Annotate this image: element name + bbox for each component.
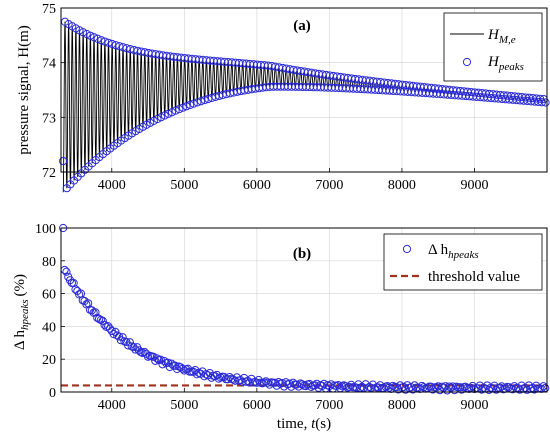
hpeaks-marker — [193, 98, 202, 107]
dh-marker — [100, 320, 109, 329]
y-tick-label: 40 — [42, 320, 56, 335]
hpeaks-marker — [196, 97, 206, 106]
panel-a-plot-area — [59, 17, 550, 193]
y-tick-label: 73 — [42, 111, 56, 126]
dh-marker — [131, 345, 140, 354]
hpeaks-marker — [204, 94, 213, 104]
hpeaks-marker — [93, 34, 102, 43]
panel-b-label: (b) — [293, 246, 311, 262]
hpeaks-marker — [207, 93, 216, 103]
x-tick-label: 9000 — [460, 398, 488, 413]
hpeaks-marker — [89, 33, 99, 42]
x-tick-label: 4000 — [98, 178, 126, 193]
hpeaks-marker — [171, 106, 180, 115]
hpeaks-marker — [118, 43, 128, 52]
hpeaks-marker — [59, 156, 68, 166]
panel-a-label: (a) — [293, 18, 311, 34]
hpeaks-marker — [200, 95, 209, 105]
x-tick-label: 7000 — [315, 178, 343, 193]
panel-a-legend-box — [443, 12, 543, 82]
hpeaks-marker — [167, 108, 177, 117]
legend-dh-swatch — [402, 244, 412, 254]
hpeaks-marker — [178, 103, 187, 112]
y-tick-label: 60 — [42, 288, 56, 303]
dh-marker — [109, 329, 118, 339]
hpeaks-marker — [186, 100, 195, 110]
legend-hpeaks-label: Hpeaks — [487, 54, 524, 73]
dh-marker — [98, 316, 107, 325]
dh-marker — [151, 356, 160, 365]
dh-marker — [69, 279, 78, 288]
hpeaks-marker — [104, 38, 113, 47]
hpeaks-marker — [175, 105, 184, 114]
y-tick-label: 72 — [42, 166, 56, 181]
hpeaks-marker — [100, 37, 109, 46]
panel-b-ticks: 4000 5000 6000 7000 8000 9000 0 20 40 60 80 100 — [35, 222, 488, 413]
hpeaks-marker — [541, 98, 550, 107]
panel-a: 4000 5000 6000 7000 8000 9000 72 73 74 75 (a) pre… — [16, 2, 550, 193]
dh-marker — [143, 352, 153, 361]
panel-b-ylabel: Δ hhpeaks(%) — [12, 274, 31, 350]
hpeaks-marker — [86, 31, 95, 40]
hpeaks-marker — [97, 36, 106, 45]
dh-marker — [62, 267, 71, 276]
hpeaks-marker — [211, 92, 220, 102]
y-tick-label: 20 — [42, 353, 56, 368]
dh-marker — [91, 308, 100, 317]
panel-b-legend-box — [383, 233, 543, 291]
hpeaks-marker — [160, 111, 169, 120]
hpeaks-marker — [111, 41, 120, 50]
panel-a-frame — [60, 7, 548, 173]
xlabel-unit: (s) — [315, 416, 331, 432]
panel-a-ylabel: pressure signal, H(m) — [16, 25, 32, 155]
y-tick-label: 0 — [49, 386, 56, 401]
panel-b-legend: Δ hhpeaks threshold value — [383, 233, 543, 291]
y-tick-label: 74 — [42, 57, 56, 72]
x-tick-label: 5000 — [170, 178, 198, 193]
x-tick-label: 8000 — [388, 398, 416, 413]
x-tick-label: 7000 — [315, 398, 343, 413]
x-tick-label: 9000 — [460, 178, 488, 193]
dh-marker — [178, 364, 187, 373]
x-tick-label: 6000 — [243, 398, 271, 413]
y-tick-label: 80 — [42, 255, 56, 270]
hpeaks-marker — [82, 29, 91, 39]
legend-dh-label: Δ hhpeaks — [428, 242, 479, 261]
hpeaks-marker — [189, 99, 198, 108]
x-tick-label: 4000 — [98, 398, 126, 413]
panel-a-legend: HM,e Hpeaks — [443, 12, 543, 82]
panel-b-xlabel: time, t(s) — [277, 416, 331, 432]
y-tick-label: 100 — [35, 222, 56, 237]
legend-marker-swatch — [462, 57, 472, 67]
legend-threshold-label: threshold value — [428, 269, 520, 285]
x-tick-label: 5000 — [170, 398, 198, 413]
dh-marker — [60, 265, 69, 275]
hpeaks-marker — [108, 39, 117, 49]
dh-marker — [160, 356, 169, 366]
xlabel-t-symbol: t — [311, 416, 316, 432]
x-tick-label: 8000 — [388, 178, 416, 193]
dh-marker — [153, 354, 162, 363]
legend-hme-label: HM,e — [487, 27, 516, 46]
hpeaks-marker — [182, 102, 191, 111]
y-tick-label: 75 — [42, 2, 56, 17]
panel-b: 4000 5000 6000 7000 8000 9000 0 20 40 60 80 100 (b)… — [12, 222, 550, 432]
panel-a-ticks: 4000 5000 6000 7000 8000 9000 72 73 74 75 — [42, 2, 488, 193]
hpeaks-marker — [164, 109, 173, 118]
panel-b-frame — [60, 227, 548, 393]
x-tick-label: 6000 — [243, 178, 271, 193]
dh-marker — [138, 348, 147, 358]
panel-b-plot-area — [59, 223, 550, 395]
hpeaks-marker — [115, 42, 124, 51]
